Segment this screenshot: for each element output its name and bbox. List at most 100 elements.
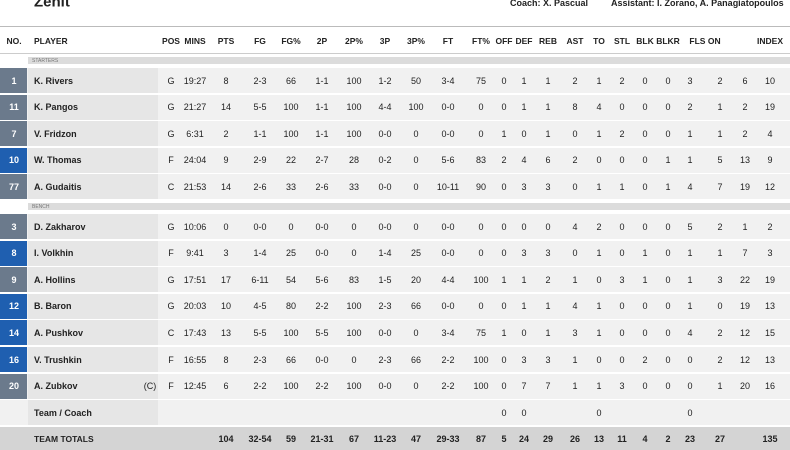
stat: 0 xyxy=(665,301,671,312)
minutes: 17:43 xyxy=(183,328,207,338)
stat: 2 xyxy=(717,221,723,232)
stat: 3 xyxy=(687,75,693,86)
section-bar xyxy=(28,57,790,64)
stat: 3 xyxy=(521,354,527,365)
stat: 0 xyxy=(413,221,419,232)
stat: 0 xyxy=(596,274,602,285)
stat: 1 xyxy=(545,301,551,312)
stat: 0 xyxy=(501,381,507,392)
stat: 0 xyxy=(619,221,625,232)
row-bg xyxy=(28,94,158,120)
row-bg xyxy=(28,240,158,266)
stat: 59 xyxy=(285,434,297,445)
row-bg xyxy=(28,121,158,147)
position: G xyxy=(167,301,175,312)
stat: 0 xyxy=(687,381,693,392)
stat: 0 xyxy=(619,248,625,259)
stat: 12 xyxy=(739,354,751,365)
stat: 2 xyxy=(501,155,507,166)
number-cell xyxy=(0,373,27,399)
stat: 1 xyxy=(596,328,602,338)
stat: 2 xyxy=(572,155,578,166)
row-bg xyxy=(28,373,158,399)
row-bg xyxy=(28,267,158,293)
player-name: A. Gudaitis xyxy=(34,182,82,192)
stat: 0 xyxy=(501,248,507,259)
coach: Coach: X. Pascual xyxy=(510,0,589,8)
stat: 13 xyxy=(764,354,776,365)
player-name: B. Baron xyxy=(34,301,72,312)
stat: 1 xyxy=(501,328,507,338)
player-name: D. Zakharov xyxy=(34,221,86,232)
stat: 2-2 xyxy=(315,381,329,392)
stat: 4 xyxy=(687,328,693,338)
stat: 8 xyxy=(223,354,229,365)
stat: 2-7 xyxy=(315,155,329,166)
stat: 3 xyxy=(521,182,527,192)
column-header: REB xyxy=(539,36,557,46)
stat: 0 xyxy=(596,407,602,418)
stat: 5 xyxy=(687,221,693,232)
stat: 1 xyxy=(619,182,625,192)
row-bg xyxy=(28,214,158,240)
stat: 0 xyxy=(223,221,229,232)
player-number: 16 xyxy=(8,354,20,365)
player-name: I. Volkhin xyxy=(34,248,74,259)
minutes: 20:03 xyxy=(183,301,207,312)
stat: 0-0 xyxy=(441,248,455,259)
stat: 0 xyxy=(572,182,578,192)
stat: 1-5 xyxy=(378,274,392,285)
position: C xyxy=(167,328,175,338)
stat: 0-0 xyxy=(378,182,392,192)
stat: 0 xyxy=(521,407,527,418)
stat: 0 xyxy=(619,354,625,365)
position: G xyxy=(167,221,175,232)
stat: 0 xyxy=(665,381,671,392)
stat: 4 xyxy=(767,128,773,139)
header-rule xyxy=(0,26,790,27)
stat: 9 xyxy=(223,155,229,166)
stat: 1 xyxy=(687,274,693,285)
number-cell xyxy=(0,174,27,200)
row-bg xyxy=(0,426,790,450)
stat: 66 xyxy=(285,354,297,365)
stat: 7 xyxy=(545,381,551,392)
stat: 75 xyxy=(475,328,487,338)
minutes: 9:41 xyxy=(186,248,204,259)
stat: 0 xyxy=(572,248,578,259)
stat: 3-4 xyxy=(441,75,455,86)
stat: 0 xyxy=(596,354,602,365)
stat: 1 xyxy=(642,248,648,259)
stat: 0 xyxy=(687,354,693,365)
stat: 20 xyxy=(410,274,422,285)
stat: 2-3 xyxy=(378,354,392,365)
number-cell xyxy=(0,68,27,94)
column-header: AST xyxy=(566,36,584,46)
stat: 7 xyxy=(521,381,527,392)
stat: 100 xyxy=(283,381,299,392)
column-header: POS xyxy=(162,36,180,46)
stat: 0 xyxy=(521,221,527,232)
stat: 9 xyxy=(767,155,773,166)
stat: 1 xyxy=(665,182,671,192)
stat: 100 xyxy=(346,128,362,139)
stat: 2-6 xyxy=(253,182,267,192)
stat: 1 xyxy=(501,274,507,285)
stat: 1 xyxy=(717,128,723,139)
stat: 1 xyxy=(717,381,723,392)
player-name: V. Fridzon xyxy=(34,128,77,139)
row-bg xyxy=(28,347,158,373)
stat: 0 xyxy=(665,328,671,338)
stat: 1-1 xyxy=(253,128,267,139)
section-label: BENCH xyxy=(32,203,50,210)
stat: 5 xyxy=(501,434,507,445)
player-number: 11 xyxy=(9,102,19,113)
stat: 3 xyxy=(767,248,773,259)
row-bg xyxy=(28,320,158,346)
stat: 2 xyxy=(687,102,693,113)
player-name: K. Pangos xyxy=(34,102,79,113)
stat: 4 xyxy=(572,221,578,232)
column-header: FT xyxy=(442,36,454,46)
player-name: V. Trushkin xyxy=(34,354,82,365)
